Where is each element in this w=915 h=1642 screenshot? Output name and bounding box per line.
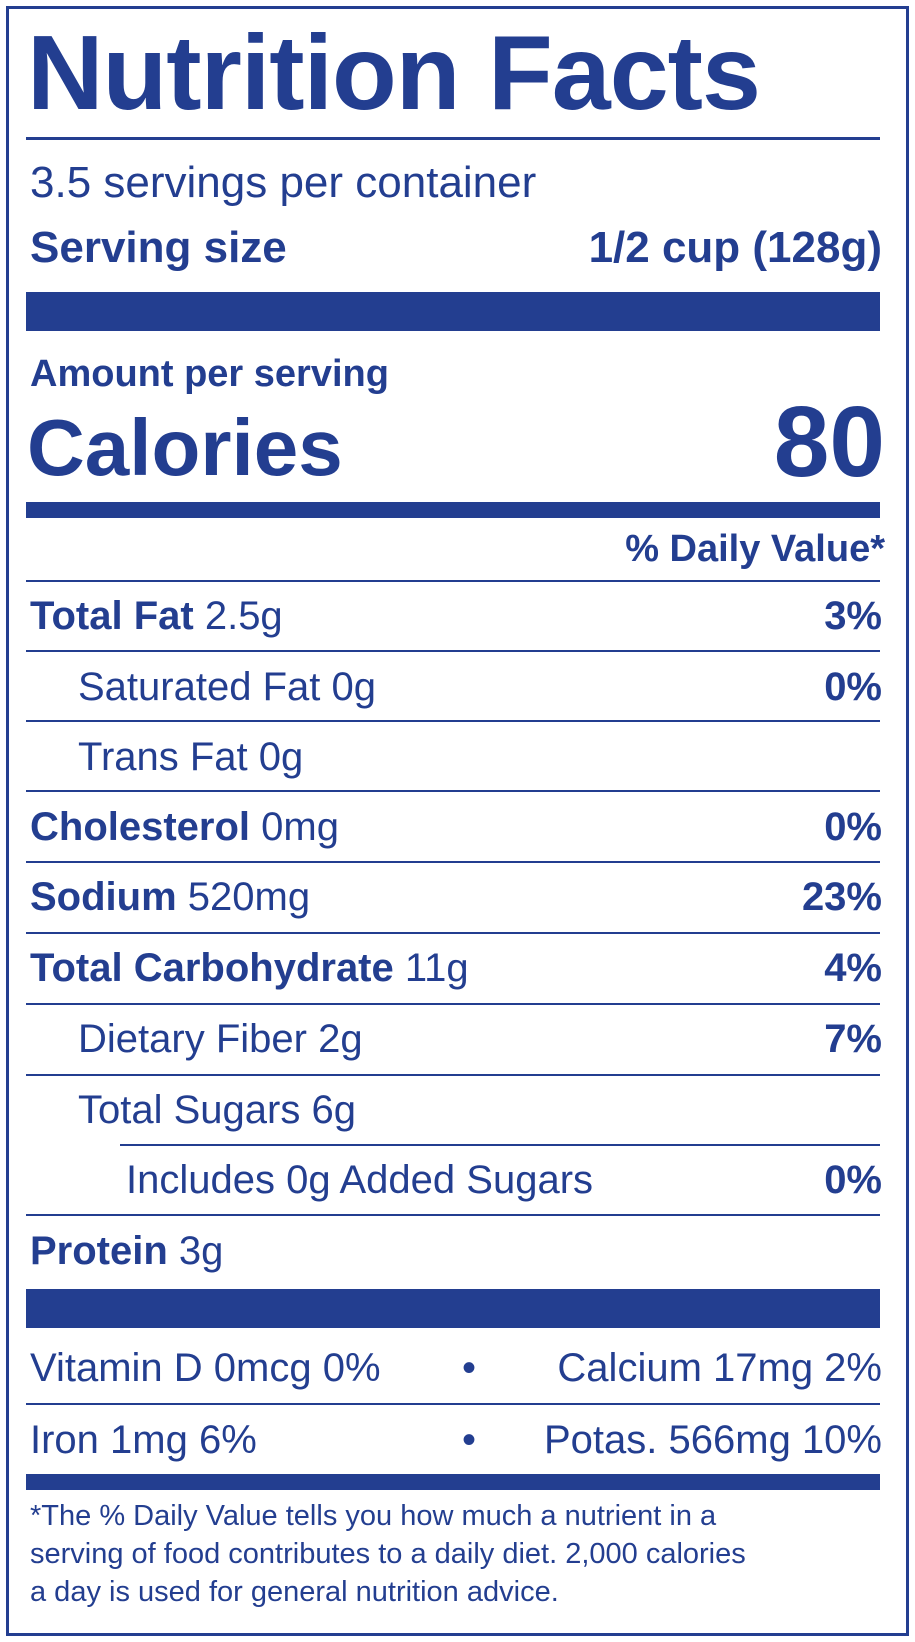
nutrient-amount: 2g — [318, 1017, 363, 1061]
divider-line — [26, 720, 880, 722]
nutrient-amount: 3g — [178, 1229, 224, 1273]
footnote-line: serving of food contributes to a daily d… — [30, 1538, 746, 1570]
serving-size-label: Serving size — [30, 223, 287, 272]
nutrient-amount: 0g — [331, 665, 377, 709]
divider-line — [26, 580, 880, 582]
daily-value: 7% — [824, 1017, 882, 1061]
nutrient-row-total-fat: Total Fat 2.5g — [30, 596, 283, 636]
calories-label: Calories — [27, 403, 343, 492]
amount-per-serving: Amount per serving — [30, 353, 389, 395]
iron: Iron 1mg 6% — [30, 1418, 257, 1462]
nutrient-row-trans-fat: Trans Fat 0g — [78, 737, 303, 777]
divider-thick — [26, 1289, 880, 1328]
nutrient-row-protein: Protein 3g — [30, 1231, 223, 1271]
divider-line — [26, 932, 880, 934]
nutrient-name: Dietary Fiber — [78, 1017, 307, 1061]
nutrient-amount: 520mg — [187, 875, 311, 919]
nutrient-row-saturated-fat: Saturated Fat 0g — [78, 667, 376, 707]
nutrient-amount: 6g — [311, 1088, 356, 1132]
daily-value: 23% — [801, 875, 882, 919]
divider-thick — [26, 292, 880, 331]
divider-line — [26, 1403, 880, 1405]
divider-line — [26, 1003, 880, 1005]
nutrient-row-sodium: Sodium 520mg — [30, 877, 310, 917]
nutrient-name: Total Fat — [30, 594, 194, 638]
daily-value: 0% — [824, 805, 882, 849]
calcium: Calcium 17mg 2% — [557, 1346, 882, 1390]
nutrient-amount: 0mg — [261, 805, 339, 849]
divider-line-indented — [120, 1144, 880, 1146]
bullet-separator: • — [462, 1418, 477, 1462]
nutrient-row-dietary-fiber: Dietary Fiber 2g — [78, 1019, 363, 1059]
nutrient-name: Cholesterol — [30, 805, 251, 849]
calories-value: 80 — [773, 386, 885, 498]
nutrient-amount: 0g — [258, 735, 304, 779]
footnote-line: a day is used for general nutrition advi… — [30, 1576, 559, 1608]
nutrient-row-cholesterol: Cholesterol 0mg — [30, 807, 339, 847]
servings-per-container: 3.5 servings per container — [30, 158, 537, 207]
divider-line — [26, 790, 880, 792]
daily-value: 3% — [824, 594, 882, 638]
daily-value-header: % Daily Value* — [625, 528, 885, 570]
nutrition-facts-label — [6, 6, 909, 1636]
nutrient-name: Total Sugars — [78, 1088, 301, 1132]
nutrient-name: Trans Fat — [78, 735, 248, 779]
serving-size-value: 1/2 cup (128g) — [588, 223, 882, 272]
nutrient-row-added-sugars: Includes 0g Added Sugars — [126, 1160, 593, 1200]
nutrient-name: Saturated Fat — [78, 665, 321, 709]
nutrient-row-total-sugars: Total Sugars 6g — [78, 1090, 356, 1130]
divider-medium — [26, 1474, 880, 1490]
divider-medium — [26, 502, 880, 518]
divider-line — [26, 1074, 880, 1076]
nutrient-name: Protein — [30, 1229, 168, 1273]
footnote-line: *The % Daily Value tells you how much a … — [30, 1500, 717, 1532]
potassium: Potas. 566mg 10% — [544, 1418, 882, 1462]
nutrient-name: Includes 0g Added Sugars — [126, 1158, 594, 1202]
daily-value: 4% — [824, 946, 882, 990]
nutrient-row-total-carbohydrate: Total Carbohydrate 11g — [30, 948, 469, 988]
bullet-separator: • — [462, 1346, 477, 1390]
nutrient-amount: 2.5g — [204, 594, 283, 638]
nutrient-name: Sodium — [30, 875, 177, 919]
divider-thin — [26, 137, 880, 140]
daily-value: 0% — [824, 665, 882, 709]
divider-line — [26, 1214, 880, 1216]
nutrient-name: Total Carbohydrate — [30, 946, 394, 990]
daily-value: 0% — [824, 1158, 882, 1202]
vitamin-d: Vitamin D 0mcg 0% — [30, 1346, 381, 1390]
divider-line — [26, 650, 880, 652]
nutrient-amount: 11g — [404, 946, 469, 990]
divider-line — [26, 861, 880, 863]
label-title: Nutrition Facts — [27, 14, 761, 132]
